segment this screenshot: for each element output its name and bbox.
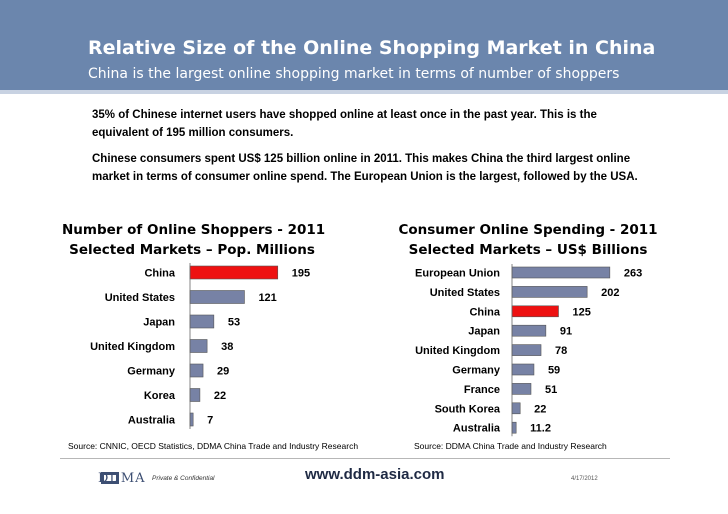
title-banner [0, 0, 728, 90]
spending-bar-china [511, 305, 559, 318]
shoppers-category-label-united-kingdom: United Kingdom [90, 341, 175, 353]
shoppers-category-label-japan: Japan [143, 317, 175, 329]
shoppers-value-label-china: 195 [292, 268, 310, 280]
shoppers-value-label-korea: 22 [214, 390, 226, 402]
spending-category-label-european-union: European Union [415, 268, 500, 280]
shoppers-chart-heading: Number of Online Shoppers - 2011 Selecte… [62, 220, 326, 260]
confidential-note: Private & Confidential [152, 475, 215, 482]
spending-value-label-united-kingdom: 78 [555, 345, 567, 357]
shoppers-chart-subtitle: Selected Markets – Pop. Millions [69, 242, 315, 258]
ddma-logo-icon [101, 472, 119, 484]
shoppers-value-label-united-kingdom: 38 [221, 341, 233, 353]
shoppers-chart-source: Source: CNNIC, OECD Statistics, DDMA Chi… [68, 441, 359, 451]
spending-bar-european-union [511, 266, 611, 279]
spending-bar-south-korea [511, 402, 521, 415]
spending-chart-title: Consumer Online Spending - 2011 [398, 222, 658, 238]
spending-category-label-united-states: United States [430, 287, 500, 299]
spending-chart-heading: Consumer Online Spending - 2011 Selected… [398, 220, 658, 260]
spending-category-label-china: China [469, 306, 500, 318]
spending-bar-germany [511, 363, 535, 376]
shoppers-category-label-germany: Germany [127, 366, 176, 378]
spending-category-label-france: France [464, 384, 500, 396]
spending-chart-subtitle: Selected Markets – US$ Billions [408, 242, 648, 258]
shoppers-value-label-australia: 7 [207, 415, 213, 427]
shoppers-bar-australia [189, 412, 194, 427]
shoppers-value-label-germany: 29 [217, 366, 229, 378]
spending-category-label-australia: Australia [453, 423, 501, 435]
spending-value-label-china: 125 [573, 306, 591, 318]
spending-bar-france [511, 383, 532, 395]
shoppers-chart-title: Number of Online Shoppers - 2011 [62, 222, 326, 238]
spending-bar-united-states [511, 286, 588, 298]
spending-category-label-united-kingdom: United Kingdom [415, 345, 500, 357]
spending-category-label-south-korea: South Korea [435, 403, 501, 415]
slide-date: 4/17/2012 [571, 476, 598, 482]
shoppers-bar-japan [189, 314, 215, 329]
shoppers-value-label-united-states: 121 [258, 292, 276, 304]
shoppers-bar-germany [189, 363, 204, 378]
spending-value-label-france: 51 [545, 384, 557, 396]
shoppers-bar-korea [189, 388, 201, 402]
spending-bar-chart: European Union 263 United States 202 China 12… [415, 264, 642, 437]
page-subtitle: China is the largest online shopping mar… [88, 66, 620, 82]
spending-value-label-european-union: 263 [624, 268, 642, 280]
spending-value-label-south-korea: 22 [534, 403, 546, 415]
website-link[interactable]: www.ddm-asia.com [305, 466, 445, 483]
spending-bar-united-kingdom [511, 344, 542, 356]
shoppers-bar-united-kingdom [189, 339, 208, 353]
banner-divider [0, 90, 728, 94]
shoppers-value-label-japan: 53 [228, 317, 240, 329]
shoppers-bar-united-states [189, 290, 245, 304]
shoppers-category-label-china: China [144, 268, 175, 280]
logo-wordmark: DDMA [98, 471, 146, 486]
shoppers-bar-chart: China 195 United States 121 Japan 53 United Ki… [90, 263, 310, 429]
spending-value-label-japan: 91 [560, 326, 572, 338]
shoppers-category-label-korea: Korea [144, 390, 176, 402]
page-title: Relative Size of the Online Shopping Mar… [88, 37, 656, 59]
spending-value-label-australia: 11.2 [530, 423, 551, 435]
summary-paragraph-shoppers: 35% of Chinese internet users have shopp… [92, 109, 597, 139]
summary-paragraph-spending: Chinese consumers spent US$ 125 billion … [92, 153, 638, 183]
shoppers-category-label-australia: Australia [128, 415, 176, 427]
footer-divider [60, 458, 670, 459]
shoppers-category-label-united-states: United States [105, 292, 175, 304]
spending-category-label-japan: Japan [468, 326, 500, 338]
spending-value-label-germany: 59 [548, 365, 560, 377]
spending-category-label-germany: Germany [452, 365, 501, 377]
spending-bar-japan [511, 324, 547, 337]
shoppers-bar-china [189, 265, 279, 280]
spending-bar-australia [511, 421, 517, 434]
spending-chart-source: Source: DDMA China Trade and Industry Re… [414, 441, 607, 451]
spending-value-label-united-states: 202 [601, 287, 619, 299]
